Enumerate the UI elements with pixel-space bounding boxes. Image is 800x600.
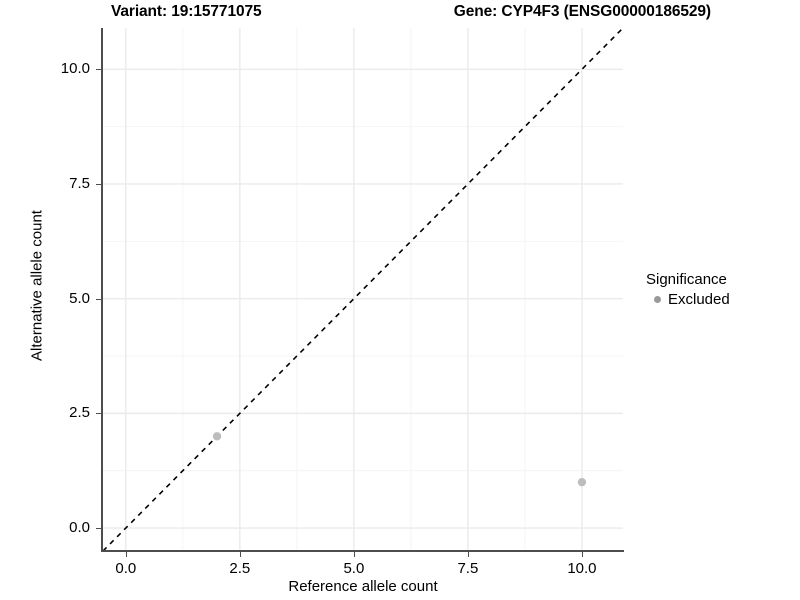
y-tick-label: 7.5 xyxy=(69,174,90,192)
y-tick-label: 5.0 xyxy=(69,289,90,307)
y-tick-mark xyxy=(96,413,101,415)
x-tick-label: 5.0 xyxy=(343,560,365,577)
grid-major-lines xyxy=(103,28,623,551)
legend-dot-icon xyxy=(653,296,661,303)
y-tick-label: 10.0 xyxy=(60,60,90,78)
legend-key xyxy=(649,292,665,308)
x-axis-line xyxy=(101,550,624,552)
y-tick-label: 2.5 xyxy=(69,404,90,422)
y-tick-mark xyxy=(96,69,101,71)
data-points xyxy=(212,432,587,487)
legend-items: Excluded xyxy=(646,290,796,309)
x-tick-mark xyxy=(467,552,469,557)
y-tick-mark xyxy=(96,528,101,530)
x-tick-mark xyxy=(125,552,127,557)
x-tick-label: 0.0 xyxy=(115,560,137,577)
x-tick-mark xyxy=(239,552,241,557)
gene-title: Gene: CYP4F3 (ENSG00000186529) xyxy=(453,3,711,20)
x-tick-mark xyxy=(581,552,583,557)
legend-item[interactable]: Excluded xyxy=(649,290,796,309)
x-tick-label: 2.5 xyxy=(229,560,251,577)
plot-title-row: Variant: 19:15771075 Gene: CYP4F3 (ENSG0… xyxy=(103,2,713,26)
plot-panel xyxy=(103,28,623,551)
y-tick-mark xyxy=(96,183,101,185)
variant-title: Variant: 19:15771075 xyxy=(111,3,262,20)
legend: Significance Excluded xyxy=(646,270,796,309)
data-point[interactable] xyxy=(212,432,222,441)
y-tick-label: 0.0 xyxy=(69,519,90,537)
plot-canvas xyxy=(103,28,623,551)
x-tick-label: 7.5 xyxy=(457,560,479,577)
data-point[interactable] xyxy=(577,477,587,487)
y-axis-label: Alternative allele count xyxy=(28,210,46,361)
legend-item-label: Excluded xyxy=(668,291,730,308)
x-tick-mark xyxy=(353,552,355,557)
y-tick-mark xyxy=(96,298,101,300)
identity-line xyxy=(103,28,623,551)
x-tick-label: 10.0 xyxy=(567,560,597,577)
y-axis-line xyxy=(101,28,103,552)
x-axis-label: Reference allele count xyxy=(288,578,438,595)
legend-title: Significance xyxy=(646,271,727,288)
